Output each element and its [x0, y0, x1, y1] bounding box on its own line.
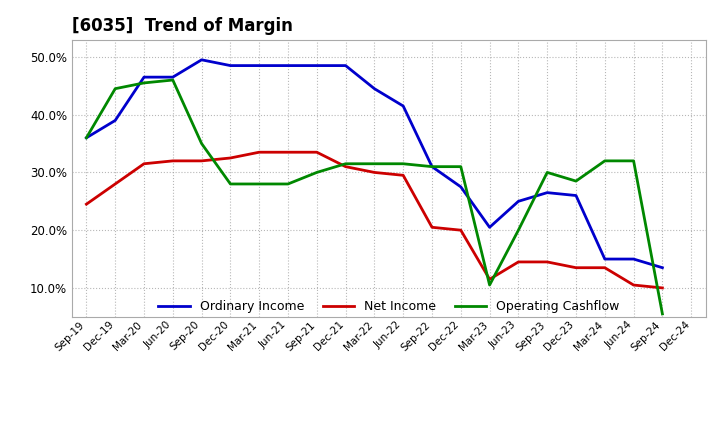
Operating Cashflow — [485, 282, 494, 288]
Net Income — [456, 227, 465, 233]
Operating Cashflow — [226, 181, 235, 187]
Ordinary Income — [370, 86, 379, 92]
Operating Cashflow — [197, 141, 206, 146]
Net Income — [600, 265, 609, 270]
Net Income — [255, 150, 264, 155]
Ordinary Income — [226, 63, 235, 68]
Ordinary Income — [399, 103, 408, 109]
Operating Cashflow — [572, 179, 580, 184]
Ordinary Income — [255, 63, 264, 68]
Legend: Ordinary Income, Net Income, Operating Cashflow: Ordinary Income, Net Income, Operating C… — [158, 301, 619, 313]
Ordinary Income — [658, 265, 667, 270]
Operating Cashflow — [399, 161, 408, 166]
Net Income — [514, 259, 523, 264]
Net Income — [140, 161, 148, 166]
Net Income — [341, 164, 350, 169]
Operating Cashflow — [168, 77, 177, 83]
Ordinary Income — [341, 63, 350, 68]
Operating Cashflow — [255, 181, 264, 187]
Ordinary Income — [572, 193, 580, 198]
Operating Cashflow — [514, 227, 523, 233]
Operating Cashflow — [284, 181, 292, 187]
Net Income — [658, 285, 667, 290]
Operating Cashflow — [629, 158, 638, 164]
Net Income — [485, 277, 494, 282]
Ordinary Income — [543, 190, 552, 195]
Operating Cashflow — [82, 135, 91, 140]
Net Income — [284, 150, 292, 155]
Net Income — [168, 158, 177, 164]
Line: Operating Cashflow: Operating Cashflow — [86, 80, 662, 314]
Operating Cashflow — [370, 161, 379, 166]
Ordinary Income — [284, 63, 292, 68]
Ordinary Income — [485, 225, 494, 230]
Operating Cashflow — [600, 158, 609, 164]
Net Income — [399, 172, 408, 178]
Operating Cashflow — [428, 164, 436, 169]
Ordinary Income — [600, 257, 609, 262]
Operating Cashflow — [111, 86, 120, 92]
Net Income — [312, 150, 321, 155]
Operating Cashflow — [658, 311, 667, 316]
Net Income — [82, 202, 91, 207]
Net Income — [629, 282, 638, 288]
Ordinary Income — [428, 164, 436, 169]
Ordinary Income — [168, 74, 177, 80]
Ordinary Income — [514, 198, 523, 204]
Net Income — [428, 225, 436, 230]
Line: Net Income: Net Income — [86, 152, 662, 288]
Ordinary Income — [312, 63, 321, 68]
Text: [6035]  Trend of Margin: [6035] Trend of Margin — [72, 17, 293, 35]
Operating Cashflow — [312, 170, 321, 175]
Operating Cashflow — [456, 164, 465, 169]
Operating Cashflow — [341, 161, 350, 166]
Ordinary Income — [456, 184, 465, 190]
Ordinary Income — [82, 135, 91, 140]
Net Income — [370, 170, 379, 175]
Net Income — [543, 259, 552, 264]
Net Income — [572, 265, 580, 270]
Net Income — [111, 181, 120, 187]
Net Income — [226, 155, 235, 161]
Ordinary Income — [197, 57, 206, 62]
Operating Cashflow — [140, 80, 148, 85]
Net Income — [197, 158, 206, 164]
Ordinary Income — [629, 257, 638, 262]
Ordinary Income — [140, 74, 148, 80]
Operating Cashflow — [543, 170, 552, 175]
Ordinary Income — [111, 118, 120, 123]
Line: Ordinary Income: Ordinary Income — [86, 60, 662, 268]
